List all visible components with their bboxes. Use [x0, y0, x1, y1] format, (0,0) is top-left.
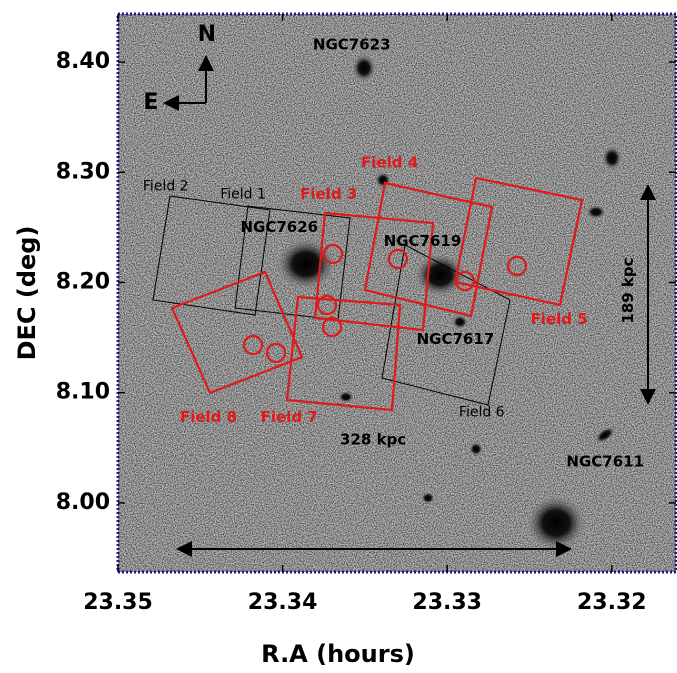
frame [116, 12, 677, 574]
aperture [387, 248, 409, 270]
annotation: Field 4 [361, 154, 418, 172]
field-box [285, 295, 402, 412]
y-tick-label: 8.30 [56, 159, 110, 184]
aperture [506, 255, 528, 277]
annotation: NGC7623 [313, 35, 391, 53]
annotation: Field 2 [143, 178, 189, 194]
annotation: N [198, 22, 216, 47]
x-tick-label: 23.33 [412, 590, 482, 615]
aperture [322, 243, 344, 265]
aperture [316, 294, 338, 316]
annotation: 189 kpc [619, 257, 637, 323]
annotation: Field 5 [531, 310, 588, 328]
field-box [313, 211, 435, 332]
aperture [242, 334, 264, 356]
y-tick-label: 8.00 [56, 490, 110, 515]
aperture [454, 270, 476, 292]
annotation: NGC7617 [417, 330, 495, 348]
annotation: NGC7611 [566, 452, 644, 470]
annotation: E [143, 90, 158, 115]
x-tick-label: 23.32 [577, 590, 647, 615]
annotation: NGC7619 [384, 232, 462, 250]
field-box [152, 195, 271, 316]
aperture [265, 342, 287, 364]
y-tick-label: 8.40 [56, 49, 110, 74]
annotation: Field 8 [180, 408, 237, 426]
aperture [321, 316, 343, 338]
y-tick-label: 8.20 [56, 269, 110, 294]
arrows [163, 55, 656, 557]
x-axis-label: R.A (hours) [261, 640, 415, 668]
annotation: NGC7626 [240, 218, 318, 236]
x-tick-label: 23.34 [248, 590, 318, 615]
x-tick-label: 23.35 [83, 590, 153, 615]
annotation: Field 3 [300, 185, 357, 203]
y-axis-label: DEC (deg) [13, 226, 41, 361]
annotation: Field 6 [459, 405, 505, 421]
field-box [453, 176, 584, 307]
annotation: 328 kpc [340, 431, 406, 449]
annotation: Field 7 [261, 408, 318, 426]
y-tick-label: 8.10 [56, 380, 110, 405]
annotation: Field 1 [220, 186, 266, 202]
fields [152, 176, 584, 412]
field-box [363, 181, 494, 318]
field-box [170, 270, 304, 395]
